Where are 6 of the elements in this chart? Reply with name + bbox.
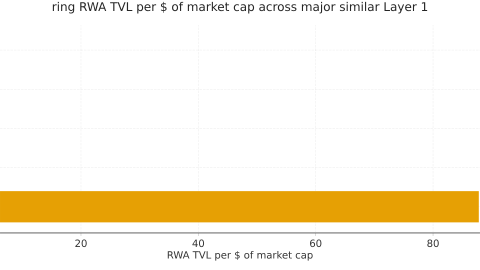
x-tick-label: 60 [310,240,322,248]
x-tick-label: 40 [192,240,204,248]
x-tick-label: 20 [75,240,87,248]
chart-title: ring RWA TVL per $ of market cap across major similar Layer 1 [52,2,428,14]
x-axis-title: RWA TVL per $ of market cap [168,250,313,261]
x-tick-label: 80 [427,240,439,248]
